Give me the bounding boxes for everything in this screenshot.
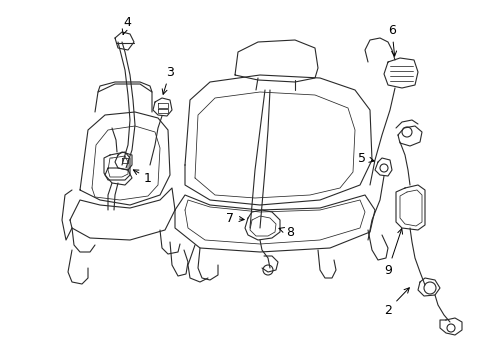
Text: 1: 1 [133, 170, 152, 185]
Text: 2: 2 [383, 288, 408, 316]
Text: 4: 4 [122, 15, 131, 35]
Text: 6: 6 [387, 23, 396, 56]
Text: 3: 3 [162, 66, 174, 94]
Text: 7: 7 [225, 212, 244, 225]
Text: 8: 8 [279, 225, 293, 239]
Text: 9: 9 [383, 229, 402, 276]
Text: 5: 5 [357, 152, 373, 165]
